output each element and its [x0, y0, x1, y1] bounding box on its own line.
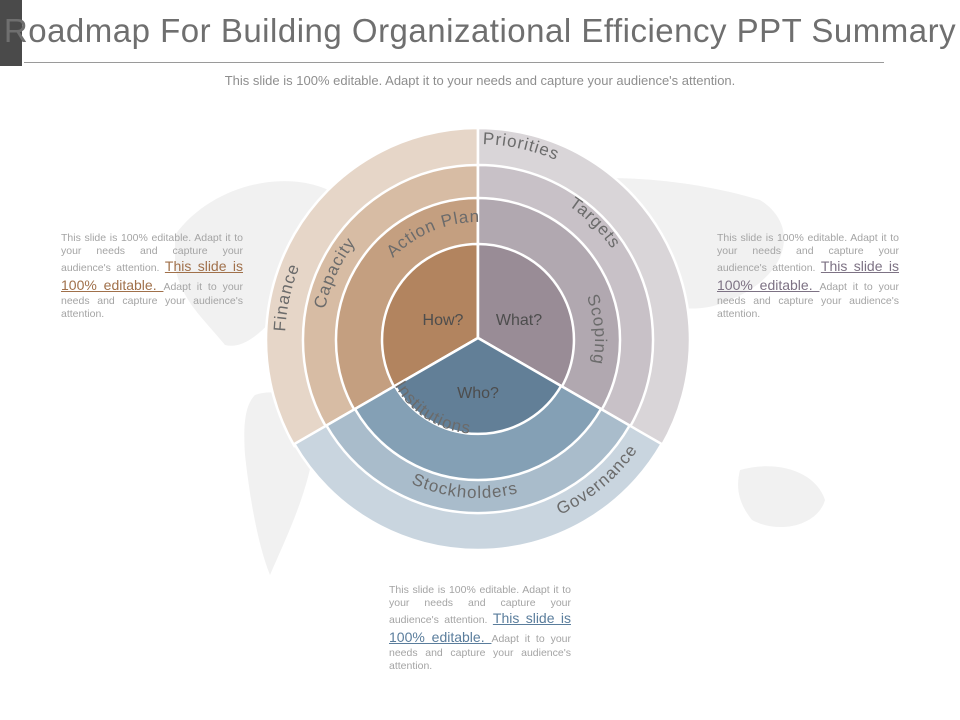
core-label-what: What?	[496, 312, 542, 329]
note-right: This slide is 100% editable. Adapt it to…	[717, 232, 899, 320]
title-accent-block	[0, 0, 22, 66]
note-bottom-text: This slide is 100% editable. Adapt it to…	[389, 584, 571, 626]
page-subtitle: This slide is 100% editable. Adapt it to…	[224, 73, 736, 88]
note-bottom: This slide is 100% editable. Adapt it to…	[389, 584, 571, 672]
who-core	[393, 336, 563, 436]
who-sector	[292, 336, 664, 552]
title-divider	[24, 62, 884, 63]
note-right-text-2: Adapt it to your needs and capture your …	[717, 281, 899, 320]
note-bottom-link[interactable]: This slide is 100% editable.	[389, 610, 571, 645]
core-label-who: Who?	[457, 385, 499, 402]
note-left-text-2: Adapt it to your needs and capture your …	[61, 281, 243, 320]
note-right-link[interactable]: This slide is 100% editable.	[717, 258, 899, 293]
note-left-link[interactable]: This slide is 100% editable.	[61, 258, 243, 293]
note-right-text: This slide is 100% editable. Adapt it to…	[717, 232, 899, 274]
note-left-text: This slide is 100% editable. Adapt it to…	[61, 232, 243, 274]
page-title: Roadmap For Building Organizational Effi…	[3, 12, 957, 49]
core-label-how: How?	[423, 312, 464, 329]
note-bottom-text-2: Adapt it to your needs and capture your …	[389, 633, 571, 672]
note-left: This slide is 100% editable. Adapt it to…	[61, 232, 243, 320]
